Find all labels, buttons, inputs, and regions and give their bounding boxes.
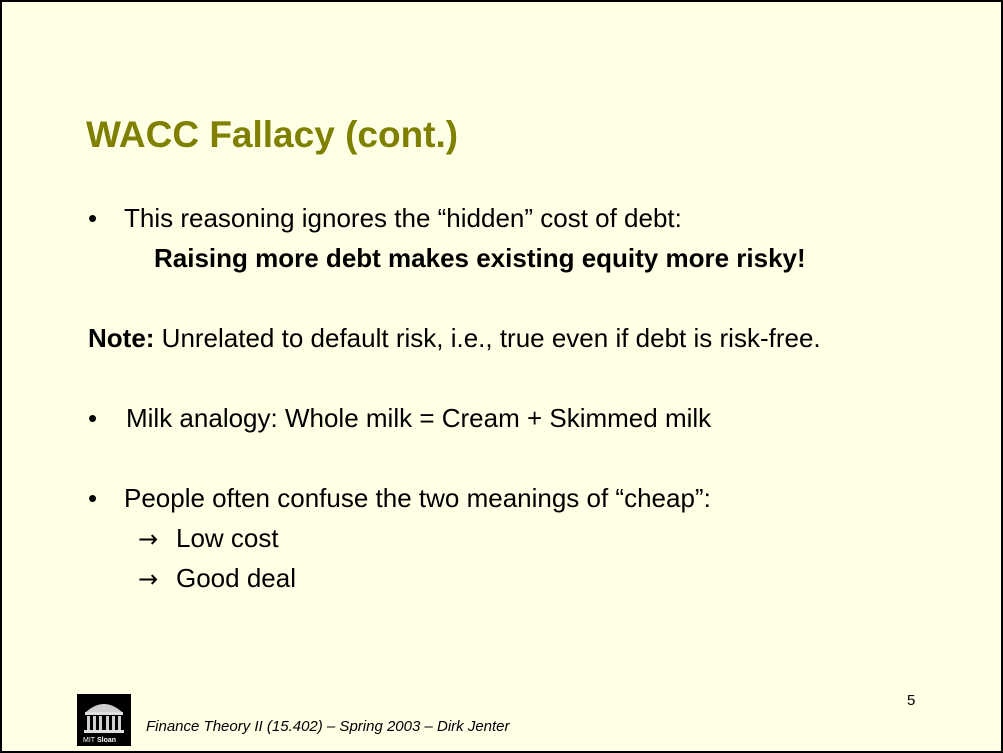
bullet-text-milk-analogy: Milk analogy: Whole milk = Cream + Skimm… [126,403,712,433]
sub-item-good-deal: → Good deal [138,563,296,594]
sub-item-text: Good deal [176,563,296,593]
bullet-marker: • [88,403,98,433]
right-arrow-icon: → [138,525,159,553]
page-number: 5 [907,692,916,709]
logo-sloan-text: Sloan [97,737,116,744]
sub-item-low-cost: → Low cost [138,523,279,554]
footer-text: Finance Theory II (15.402) – Spring 2003… [146,718,510,735]
logo-mit-text: MIT [83,737,96,744]
right-arrow-icon: → [138,565,159,593]
note-label: Note: [88,323,155,353]
slide-title: WACC Fallacy (cont.) [86,114,459,155]
note-text: Unrelated to default risk, i.e., true ev… [154,323,821,353]
note-line: Note: Unrelated to default risk, i.e., t… [88,323,821,354]
bullet-marker: • [88,483,98,513]
emphasis-text-equity-risk: Raising more debt makes existing equity … [154,243,806,273]
sub-item-text: Low cost [176,523,279,553]
mit-sloan-logo: MIT Sloan [77,694,131,746]
bullet-text-cheap-meanings: People often confuse the two meanings of… [124,483,711,513]
mit-dome-icon: MIT Sloan [77,694,131,746]
bullet-text-hidden-cost: This reasoning ignores the “hidden” cost… [124,203,682,233]
bullet-marker: • [88,203,98,233]
